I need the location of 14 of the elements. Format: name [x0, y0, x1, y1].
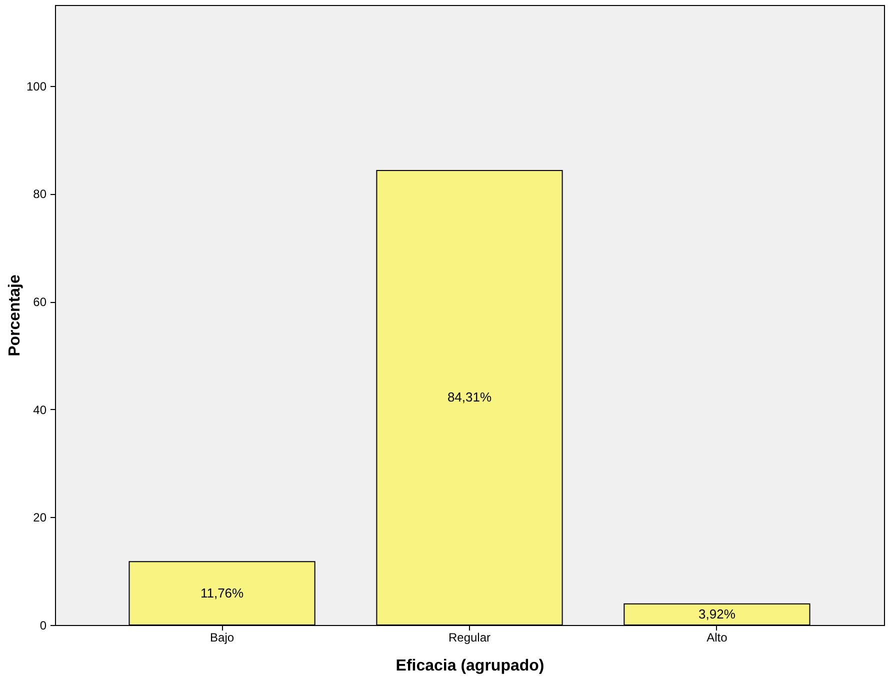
data-label: 84,31% [447, 390, 492, 405]
x-tick-label: Regular [448, 630, 491, 644]
y-tick-label: 20 [33, 510, 47, 525]
y-tick-label: 0 [40, 618, 47, 632]
data-label: 3,92% [698, 606, 736, 622]
x-axis-title: Eficacia (agrupado) [396, 658, 544, 674]
y-axis-title: Porcentaje [6, 274, 24, 356]
x-tick-label: Bajo [210, 630, 234, 644]
data-label: 11,76% [200, 585, 244, 600]
y-tick-label: 40 [33, 402, 47, 417]
y-tick-label: 60 [33, 295, 47, 310]
x-tick-label: Alto [706, 630, 728, 644]
y-tick-label: 80 [33, 187, 47, 202]
y-tick-label: 100 [26, 79, 47, 94]
